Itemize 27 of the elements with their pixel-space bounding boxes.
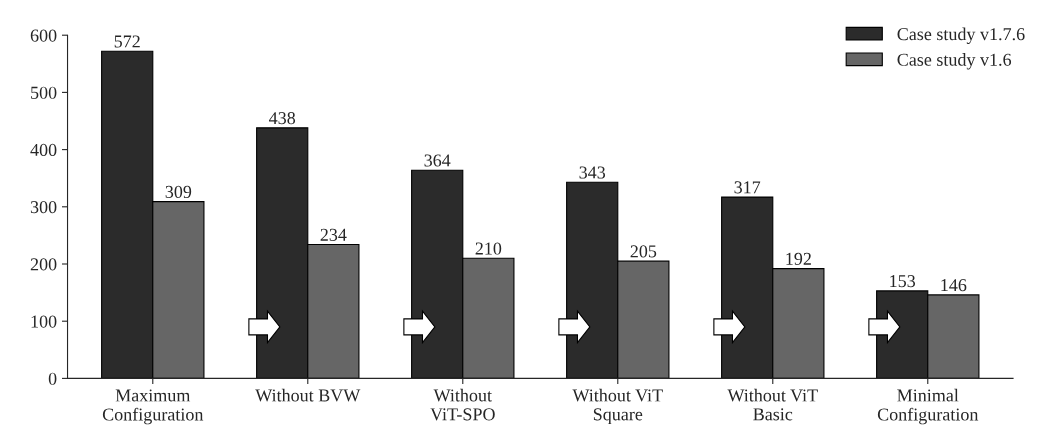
- y-tick-label: 0: [48, 372, 57, 385]
- y-tick-label: 500: [31, 86, 57, 99]
- data-label: 343: [579, 166, 606, 179]
- x-tick-label: Maximum Configuration: [102, 389, 204, 425]
- y-tick-label: 600: [30, 29, 57, 42]
- data-label: 309: [165, 185, 192, 198]
- legend-label: Case study v1.7.6: [897, 27, 1025, 44]
- data-label: 438: [269, 112, 296, 125]
- data-label: 317: [734, 181, 761, 194]
- data-label: 364: [424, 154, 451, 167]
- x-tick-label: Without BVW: [255, 388, 361, 402]
- y-tick-label: 400: [30, 143, 57, 157]
- legend-label: Case study v1.6: [897, 53, 1012, 70]
- data-label: 210: [475, 242, 502, 255]
- data-label: 205: [630, 245, 657, 258]
- x-tick-label: Without ViT Basic: [727, 388, 818, 421]
- x-tick-label: Without ViT-SPO: [430, 388, 495, 421]
- x-tick-label: Without ViT Square: [572, 388, 663, 425]
- y-tick-label: 100: [31, 315, 57, 328]
- x-tick-label: Minimal Configuration: [877, 388, 979, 425]
- y-tick-label: 200: [30, 258, 57, 271]
- y-tick-label: 300: [30, 201, 57, 214]
- data-label: 234: [320, 228, 347, 241]
- data-label: 192: [786, 252, 811, 265]
- data-label: 153: [890, 275, 916, 288]
- data-label: 146: [941, 279, 967, 292]
- data-label: 572: [114, 35, 140, 48]
